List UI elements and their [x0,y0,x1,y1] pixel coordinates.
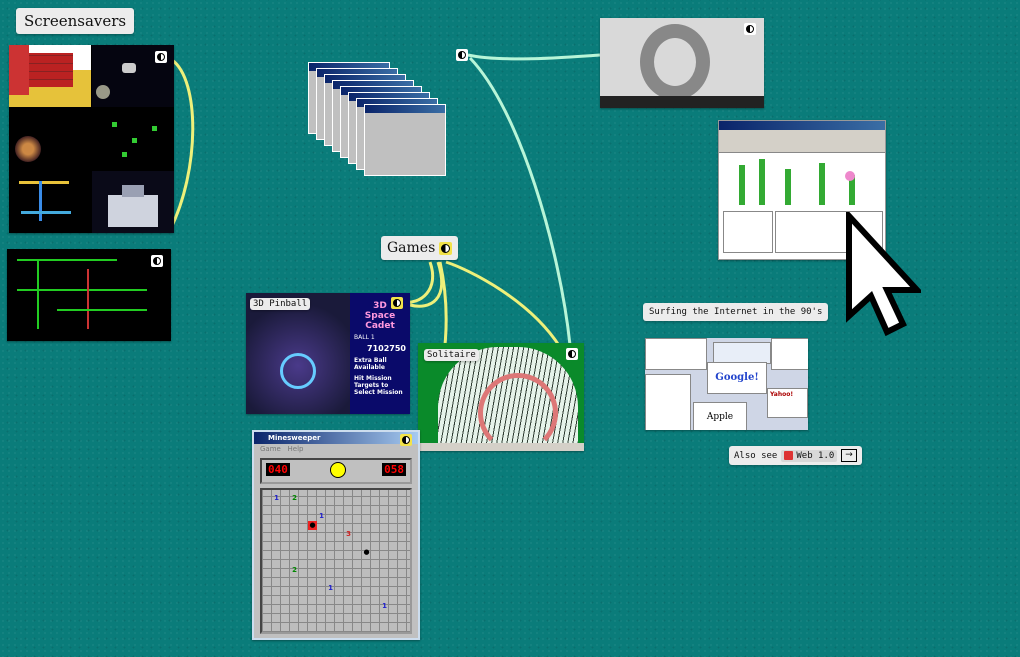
mine-grid[interactable]: 1 2 1 ● 3 ● 2 1 1 [260,488,412,634]
games-label[interactable]: Games [381,236,459,260]
screensavers-label[interactable]: Screensavers [16,8,135,34]
apple-page: Apple [693,402,747,430]
mines-counter: 040 [266,463,290,476]
pinball-ball-value: 1 [370,334,375,341]
contrast-toggle-icon[interactable] [151,255,163,267]
contrast-toggle-icon[interactable] [566,348,578,360]
connector-down [468,56,572,346]
screensaver-flying-windows[interactable] [92,108,174,170]
solitaire-card[interactable]: Solitaire [418,343,584,451]
web-collage[interactable]: Google! Apple Yahoo! [645,338,808,430]
connector-games-solitaire [445,260,562,348]
contrast-toggle-icon[interactable] [391,297,403,309]
connector-screensavers [168,58,195,231]
arrow-right-icon[interactable]: → [841,449,857,462]
google-page: Google! [707,362,767,394]
smiley-face-icon[interactable] [330,462,346,478]
contrast-toggle-icon[interactable] [400,434,412,446]
connector-games-pinball-2 [409,261,444,308]
surfing-label[interactable]: Surfing the Internet in the 90's [643,303,829,321]
screensaver-maze[interactable] [9,45,91,107]
web-globe-icon [784,451,794,460]
contrast-toggle-icon[interactable] [456,49,468,61]
web-link-chip[interactable]: Web 1.0 [781,449,838,462]
pinball-message-1: Extra Ball Available [354,357,387,371]
yahoo-page: Yahoo! [767,388,808,418]
contrast-toggle-icon[interactable] [439,241,453,255]
pinball-message-2: Hit Mission Targets to Select Mission [354,375,403,396]
web-link-label: Web 1.0 [796,450,835,461]
screensaver-mansion[interactable] [92,171,174,233]
menu-game[interactable]: Game [260,445,281,453]
timer-counter: 058 [382,463,406,476]
screensaver-pipes[interactable] [9,171,91,233]
games-label-text: Games [387,240,436,256]
menu-help[interactable]: Help [287,445,304,453]
pinball-score: 7102750 [367,344,406,353]
also-see-text: Also see [734,450,778,461]
solitaire-label[interactable]: Solitaire [424,349,479,361]
pinball-logo: 3D Space Cadet [364,301,396,331]
contrast-toggle-icon[interactable] [155,51,167,63]
pinball-ball-label: BALL [354,334,369,341]
plant-studio-window[interactable] [718,120,886,260]
cascading-dialogs[interactable] [308,62,468,186]
minesweeper-window[interactable]: Minesweeper Game Help 040 058 1 2 1 ● 3 … [252,430,420,640]
pointer-cursor-icon [846,212,921,337]
connector-top [467,53,601,61]
minesweeper-title: Minesweeper [254,432,418,444]
pinball-label[interactable]: 3D Pinball [250,298,311,310]
screensavers-grid[interactable] [9,45,174,233]
screensaver-3d-maze[interactable] [7,249,171,341]
contrast-toggle-icon[interactable] [744,23,756,35]
also-see-link[interactable]: Also see Web 1.0 → [729,446,862,465]
pinball-card[interactable]: 3D Space Cadet BALL 1 7102750 Extra Ball A… [246,293,410,414]
screensaver-3d-text[interactable] [600,18,764,108]
screensaver-starfield[interactable] [9,108,91,170]
